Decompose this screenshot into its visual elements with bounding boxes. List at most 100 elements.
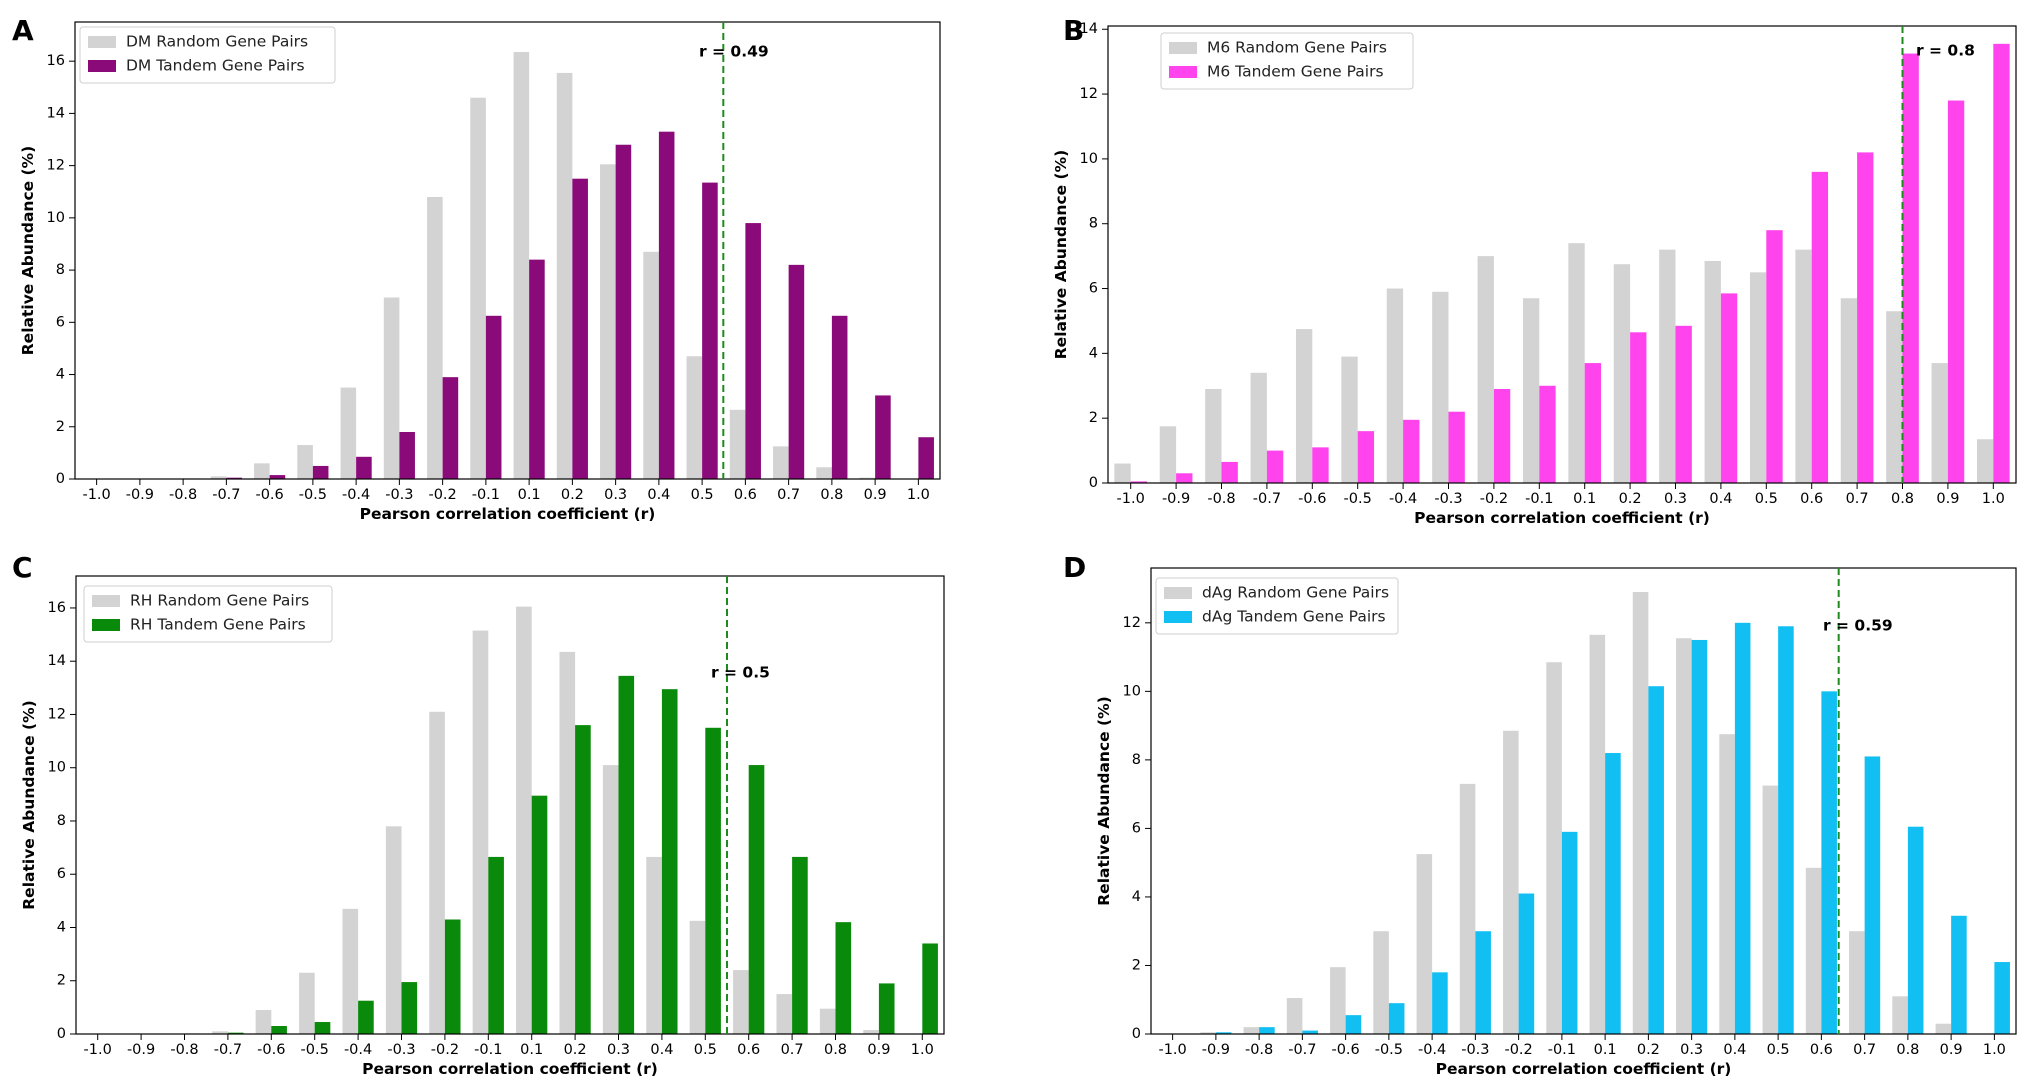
x-tick-label: -0.5 <box>1344 491 1372 507</box>
x-tick-label: 0.7 <box>781 1042 804 1058</box>
x-tick-label: -0.8 <box>169 487 197 503</box>
x-tick-label: 0.5 <box>691 487 714 503</box>
tandem-bar <box>314 1022 331 1034</box>
x-tick-label: 0.2 <box>564 1042 587 1058</box>
tandem-bar <box>831 315 848 479</box>
y-tick-label: 6 <box>1132 820 1141 836</box>
plot-frame <box>75 575 945 1035</box>
x-tick-label: -0.4 <box>1389 491 1417 507</box>
tandem-bar <box>1221 461 1238 483</box>
legend-swatch <box>1164 611 1192 623</box>
y-tick-label: 14 <box>48 653 66 669</box>
y-tick-label: 14 <box>1080 21 1098 37</box>
random-bar <box>470 97 486 479</box>
random-bar <box>472 630 489 1034</box>
x-tick-label: -0.4 <box>1418 1042 1446 1058</box>
threshold-label: r = 0.59 <box>1823 617 1893 635</box>
x-tick-label: 0.4 <box>1709 491 1732 507</box>
x-tick-label: -0.7 <box>1253 491 1281 507</box>
x-tick-label: 0.2 <box>1637 1042 1660 1058</box>
legend-swatch <box>92 595 120 607</box>
x-tick-label: 1.0 <box>911 1042 934 1058</box>
random-bar <box>427 196 443 479</box>
chart-panel-b: B 0 2 4 6 8 10 12 14 -1.0 -0.9 -0.8 -0.7 -0.6 -0.5 -0.4… <box>1052 14 2017 527</box>
y-tick-label: 12 <box>1123 615 1141 631</box>
random-bar <box>340 387 357 479</box>
random-bar <box>773 446 789 479</box>
x-tick-label: 0.4 <box>647 487 670 503</box>
y-tick-label: 0 <box>57 1026 66 1042</box>
y-tick-label: 12 <box>1080 86 1098 102</box>
x-tick-label: 0.6 <box>1800 491 1823 507</box>
x-tick-label: -0.3 <box>1434 491 1462 507</box>
chart-panel-d: D 0 2 4 6 8 10 12 -1.0 -0.9 -0.8 -0.7 -0.6 -0.5 -0.4 -0… <box>1063 551 2017 1078</box>
x-tick-label: 0.6 <box>734 487 757 503</box>
legend-box <box>83 585 333 643</box>
tandem-bar <box>572 178 588 479</box>
x-tick-label: -0.2 <box>1504 1042 1532 1058</box>
random-bar <box>1935 1023 1952 1034</box>
random-bar <box>1243 1027 1260 1034</box>
legend-swatch <box>88 36 116 48</box>
legend-label: RH Tandem Gene Pairs <box>130 616 306 634</box>
random-bar <box>383 297 400 479</box>
random-bar <box>1522 298 1540 483</box>
random-bar <box>1459 783 1476 1034</box>
random-bar <box>859 477 876 479</box>
y-tick-label: 16 <box>47 53 65 69</box>
y-tick-label: 4 <box>56 367 65 383</box>
tandem-bar <box>1345 1015 1362 1034</box>
tandem-bar <box>271 1026 287 1034</box>
tandem-bar <box>1648 686 1664 1034</box>
random-bar <box>600 164 616 479</box>
x-tick-label: -0.3 <box>385 487 413 503</box>
y-tick-label: 12 <box>48 706 66 722</box>
y-tick-label: 10 <box>1123 683 1141 699</box>
plot-frame <box>1107 25 2017 484</box>
random-bar <box>1676 638 1692 1034</box>
tandem-bar <box>1312 447 1329 483</box>
tandem-bar <box>788 264 805 479</box>
tandem-bar <box>918 437 934 479</box>
tandem-bar <box>1448 411 1465 483</box>
y-tick-label: 2 <box>57 973 66 989</box>
random-bar <box>1295 329 1313 483</box>
threshold-label: r = 0.8 <box>1916 42 1975 60</box>
y-tick-label: 10 <box>47 210 65 226</box>
tandem-bar <box>488 856 504 1034</box>
y-axis-label: Relative Abundance (%) <box>19 146 37 356</box>
y-tick-label: 6 <box>1089 281 1098 297</box>
tandem-bar <box>1493 389 1511 483</box>
x-tick-label: -0.7 <box>1288 1042 1316 1058</box>
x-tick-label: 0.8 <box>824 1042 847 1058</box>
x-tick-label: -0.2 <box>1480 491 1508 507</box>
random-bar <box>1416 854 1433 1034</box>
random-bar <box>1386 288 1404 483</box>
x-tick-label: 0.4 <box>650 1042 673 1058</box>
tandem-bar <box>269 475 286 479</box>
random-bar <box>212 1031 228 1034</box>
random-bar <box>1159 426 1177 483</box>
random-bar <box>1719 734 1735 1034</box>
legend-swatch <box>88 60 116 72</box>
tandem-bar <box>1864 756 1881 1034</box>
x-tick-label: 0.4 <box>1723 1042 1746 1058</box>
x-tick-label: 0.5 <box>1755 491 1778 507</box>
x-tick-label: 1.0 <box>1983 1042 2006 1058</box>
x-tick-label: -0.3 <box>387 1042 415 1058</box>
tandem-bar <box>1857 152 1874 483</box>
random-bar <box>1200 1032 1216 1034</box>
x-tick-label: 0.8 <box>1891 491 1914 507</box>
x-tick-label: 0.1 <box>1573 491 1596 507</box>
random-bar <box>297 445 313 479</box>
x-tick-label: 0.5 <box>694 1042 717 1058</box>
x-tick-label: -0.6 <box>1331 1042 1359 1058</box>
random-bar <box>1330 967 1346 1034</box>
tandem-bar <box>1907 826 1924 1034</box>
tandem-bar <box>1432 972 1448 1034</box>
legend-label: M6 Random Gene Pairs <box>1207 39 1387 57</box>
x-tick-label: -0.4 <box>342 487 370 503</box>
tandem-bar <box>1993 43 2010 483</box>
plot-frame <box>1150 567 2017 1035</box>
